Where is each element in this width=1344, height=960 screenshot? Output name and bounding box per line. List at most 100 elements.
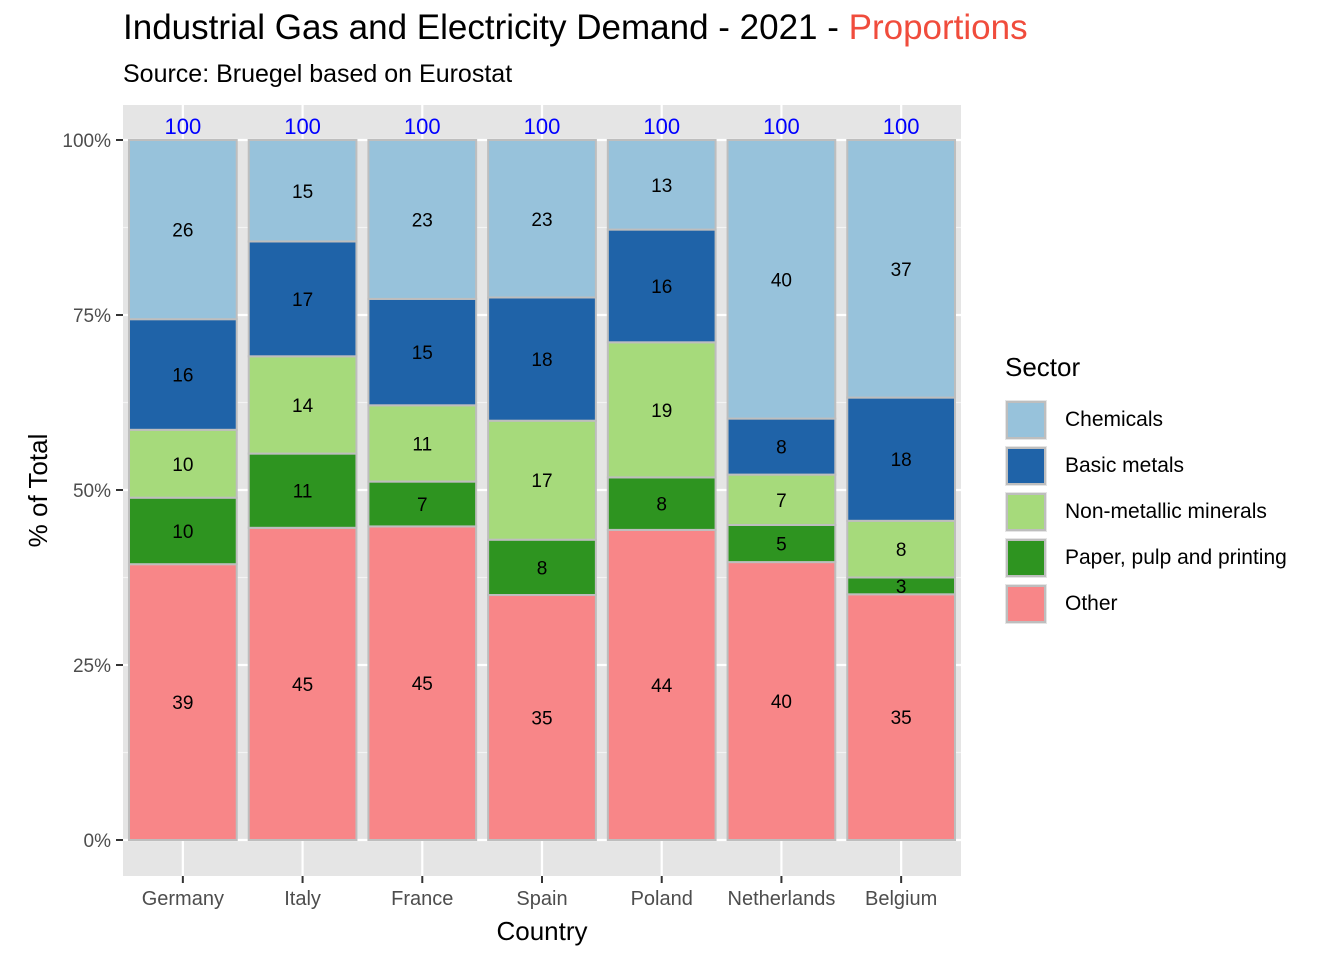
y-tick-label: 75% — [73, 306, 111, 327]
bar-segment — [367, 297, 478, 407]
legend: Sector Chemicals Basic metals Non-metall… — [1005, 352, 1287, 627]
legend-item-non-metallic-minerals: Non-metallic minerals — [1005, 489, 1287, 535]
bar-value-label: 17 — [292, 290, 313, 311]
bar-segment — [726, 139, 837, 420]
legend-title: Sector — [1005, 352, 1081, 382]
legend-label-paper-pulp-printing: Paper, pulp and printing — [1065, 546, 1287, 569]
bar-segment — [726, 417, 837, 476]
chart-title-main: Industrial Gas and Electricity Demand - … — [123, 8, 849, 47]
bar-segment — [367, 139, 478, 300]
bar-segment — [846, 519, 957, 579]
bar-segment — [367, 525, 478, 842]
bar-segment — [606, 341, 717, 479]
y-axis-title: % of Total — [23, 434, 53, 548]
bar-segment — [127, 139, 238, 321]
bar-segment — [606, 139, 717, 231]
bar-segment — [487, 139, 597, 299]
bar-value-label: 19 — [651, 401, 672, 422]
y-tick-label: 100% — [62, 131, 111, 152]
bar-segment — [367, 404, 478, 483]
bar-segment — [247, 139, 358, 243]
bar-segment — [487, 419, 597, 541]
bar-value-label: 18 — [531, 350, 552, 371]
bar-value-label: 10 — [172, 455, 193, 476]
bar-segment — [247, 526, 358, 841]
bar-value-label: 13 — [651, 176, 672, 197]
legend-swatch-basic-metals — [1006, 447, 1046, 485]
bar-segment — [247, 452, 358, 529]
chart-title: Industrial Gas and Electricity Demand - … — [123, 8, 1028, 48]
bar-value-label: 35 — [891, 708, 912, 729]
bar-total-label: 100 — [883, 114, 920, 139]
bar-total-label: 100 — [763, 114, 800, 139]
bar-segment — [606, 476, 717, 531]
bar-value-label: 10 — [172, 522, 193, 543]
bar-total-label: 100 — [643, 114, 680, 139]
x-tick-label: France — [391, 888, 453, 910]
bar-value-label: 8 — [656, 495, 667, 516]
x-axis-title: Country — [496, 916, 587, 946]
bar-value-label: 35 — [531, 709, 552, 730]
bar-segment — [846, 139, 957, 399]
bar-value-label: 45 — [412, 674, 433, 695]
bar-segment — [846, 593, 957, 841]
bar-value-label: 17 — [531, 471, 552, 492]
x-tick-label: Spain — [516, 888, 567, 910]
bar-value-label: 14 — [292, 396, 314, 417]
chart-title-accent: Proportions — [848, 8, 1028, 47]
bar-value-label: 37 — [891, 260, 912, 281]
bar-value-label: 23 — [412, 210, 433, 231]
bar-total-label: 100 — [164, 114, 201, 139]
legend-swatch-chemicals — [1006, 401, 1046, 439]
bar-value-label: 40 — [771, 692, 792, 713]
bar-value-label: 5 — [776, 535, 787, 556]
legend-item-chemicals: Chemicals — [1005, 397, 1287, 443]
bar-value-label: 16 — [651, 277, 672, 298]
bar-value-label: 23 — [531, 210, 552, 231]
bar-segment — [487, 538, 597, 597]
bar-total-label: 100 — [284, 114, 321, 139]
bar-value-label: 8 — [776, 438, 787, 459]
bar-value-label: 11 — [293, 482, 313, 503]
x-tick-label: Netherlands — [728, 888, 836, 910]
y-tick-label: 50% — [73, 481, 111, 502]
bar-segment — [726, 561, 837, 841]
bar-value-label: 8 — [896, 540, 907, 561]
legend-label-chemicals: Chemicals — [1065, 408, 1164, 431]
bar-value-label: 26 — [172, 221, 193, 242]
bar-total-label: 100 — [524, 114, 561, 139]
bar-segment — [367, 480, 478, 528]
legend-swatch-paper-pulp-printing — [1006, 539, 1046, 577]
bar-value-label: 40 — [771, 270, 792, 291]
x-tick-label: Germany — [142, 888, 224, 910]
y-tick-label: 25% — [73, 656, 111, 677]
x-tick-label: Belgium — [865, 888, 937, 910]
bar-value-label: 15 — [412, 343, 433, 364]
bar-value-label: 18 — [891, 450, 912, 471]
x-tick-label: Italy — [284, 888, 321, 910]
bar-segment — [726, 473, 837, 527]
y-tick-label: 0% — [84, 831, 112, 852]
legend-label-basic-metals: Basic metals — [1065, 454, 1185, 477]
chart-subtitle: Source: Bruegel based on Eurostat — [123, 60, 513, 88]
legend-item-paper-pulp-printing: Paper, pulp and printing — [1005, 535, 1287, 581]
bar-value-label: 11 — [412, 434, 432, 455]
legend-item-basic-metals: Basic metals — [1005, 443, 1287, 489]
bar-value-label: 45 — [292, 675, 313, 696]
bar-value-label: 39 — [172, 693, 193, 714]
bar-value-label: 7 — [776, 491, 787, 512]
bar-value-label: 15 — [292, 182, 313, 203]
bar-value-label: 3 — [896, 577, 907, 598]
bar-segment — [247, 355, 358, 455]
bar-value-label: 7 — [417, 495, 428, 516]
legend-swatch-non-metallic-minerals — [1006, 493, 1046, 531]
bar-segment — [846, 396, 957, 522]
bar-total-label: 100 — [404, 114, 441, 139]
bar-segment — [606, 228, 717, 344]
legend-swatch-other — [1006, 585, 1046, 623]
bar-value-label: 8 — [537, 558, 548, 579]
bar-segment — [487, 594, 597, 841]
legend-item-other: Other — [1005, 581, 1287, 627]
bar-segment — [247, 240, 358, 358]
